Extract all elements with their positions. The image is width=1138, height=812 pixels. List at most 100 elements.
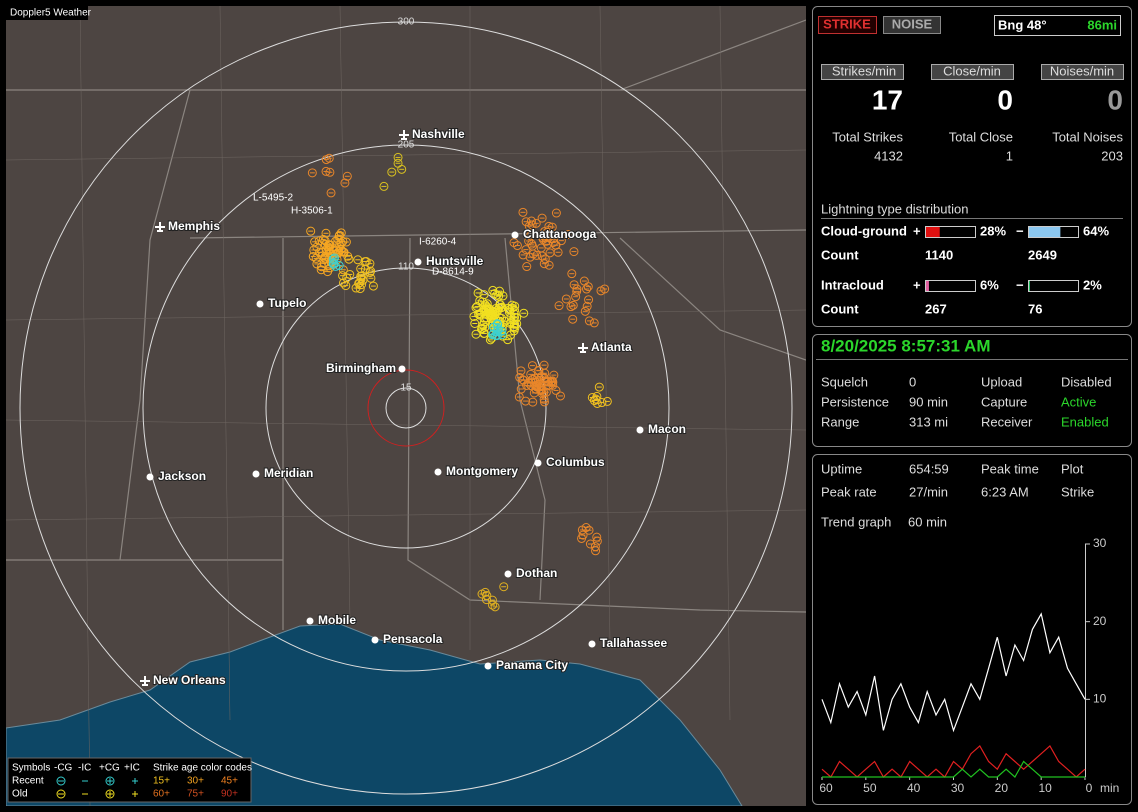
city-dot bbox=[588, 640, 596, 648]
strike-symbol bbox=[554, 301, 564, 311]
city-label: Tallahassee bbox=[600, 636, 667, 650]
strike-button[interactable] bbox=[818, 16, 877, 34]
strike-symbol bbox=[537, 213, 547, 223]
strike-symbol bbox=[306, 226, 316, 236]
setting-label: Persistence bbox=[821, 394, 889, 409]
strike-symbol bbox=[569, 247, 579, 257]
city-label: Huntsville bbox=[426, 254, 484, 268]
city-label: Nashville bbox=[412, 127, 465, 141]
strike-symbol bbox=[561, 294, 571, 304]
strike-symbol bbox=[547, 222, 557, 232]
strike-symbol bbox=[516, 384, 526, 394]
noise-button[interactable] bbox=[883, 16, 941, 34]
city-dot bbox=[252, 470, 260, 478]
strike-symbol bbox=[329, 253, 339, 263]
type-label: Intracloud bbox=[821, 277, 884, 292]
bar-fill bbox=[1029, 227, 1061, 237]
strike-label: I-6260-4 bbox=[419, 237, 457, 248]
strike-symbol bbox=[480, 307, 490, 317]
bar-track bbox=[1028, 280, 1079, 292]
bar-track bbox=[925, 226, 976, 238]
setting-label: Upload bbox=[981, 374, 1022, 389]
strike-symbol bbox=[506, 317, 516, 327]
stat: Peak time bbox=[981, 461, 1039, 476]
legend-text: 15+ bbox=[153, 776, 170, 787]
strike-symbol bbox=[584, 316, 594, 326]
strike-symbol bbox=[589, 396, 599, 406]
stat: 6:23 AM bbox=[981, 484, 1029, 499]
x-tick-label: 50 bbox=[863, 781, 877, 795]
city-label: Memphis bbox=[168, 219, 220, 233]
strike-symbol bbox=[321, 228, 331, 238]
setting-value: 0 bbox=[909, 374, 916, 389]
strike-symbol bbox=[481, 595, 491, 605]
rates: Strikes/min 17 Total Strikes 4132 Close/min 0… bbox=[821, 63, 1124, 163]
city-dot bbox=[484, 662, 492, 670]
strike-symbol bbox=[312, 242, 322, 252]
strike-symbol bbox=[331, 236, 341, 246]
city-dot bbox=[398, 365, 406, 373]
legend-text: 30+ bbox=[187, 776, 204, 787]
city-label: New Orleans bbox=[153, 673, 226, 687]
strike-symbol bbox=[534, 365, 544, 375]
strike-symbol bbox=[589, 318, 599, 328]
stat: 654:59 bbox=[909, 461, 949, 476]
strike-symbol bbox=[582, 284, 592, 294]
city-label: Macon bbox=[648, 422, 686, 436]
strike-symbol bbox=[521, 217, 531, 227]
airport-icon bbox=[578, 343, 588, 353]
strike-symbol bbox=[518, 250, 528, 260]
sign: − bbox=[1016, 223, 1024, 238]
strike-symbol bbox=[340, 178, 350, 188]
city-label: Pensacola bbox=[383, 632, 443, 646]
strike-symbol bbox=[531, 384, 541, 394]
city-dot bbox=[504, 570, 512, 578]
strike-symbol bbox=[365, 259, 375, 269]
city-dot bbox=[306, 617, 314, 625]
legend-text: 45+ bbox=[221, 776, 238, 787]
strike-symbol bbox=[488, 600, 498, 610]
panel bbox=[812, 6, 1132, 327]
setting-value: Disabled bbox=[1061, 374, 1112, 389]
strike-symbol bbox=[328, 259, 338, 269]
airport-icon bbox=[399, 130, 409, 140]
strike-symbol bbox=[488, 330, 498, 340]
percent: 2% bbox=[1083, 277, 1102, 292]
strike-symbol bbox=[342, 273, 352, 283]
strike-symbol bbox=[579, 276, 589, 286]
stat: Peak rate bbox=[821, 484, 877, 499]
city-dot bbox=[511, 231, 519, 239]
distance: 86mi bbox=[1087, 17, 1117, 32]
strike-symbol bbox=[549, 370, 559, 380]
trend-label: Trend graph bbox=[821, 514, 891, 529]
strike-symbol bbox=[321, 155, 331, 165]
strike-symbol bbox=[551, 385, 561, 395]
total-value: 203 bbox=[1101, 148, 1123, 163]
strike-symbol bbox=[393, 152, 403, 162]
total-label: Total Noises bbox=[1052, 129, 1123, 144]
strike-symbol bbox=[368, 281, 378, 291]
range-label: 300 bbox=[398, 17, 415, 28]
setting-label: Capture bbox=[981, 394, 1027, 409]
strike-symbol bbox=[366, 266, 376, 276]
strike-symbol bbox=[326, 188, 336, 198]
percent: 28% bbox=[980, 223, 1006, 238]
type-label: Cloud-ground bbox=[821, 223, 907, 238]
strike-symbol bbox=[528, 397, 538, 407]
strike-symbol bbox=[486, 307, 496, 317]
strike-symbol bbox=[568, 300, 578, 310]
map-title: Doppler5 Weather bbox=[10, 8, 92, 19]
bar-fill bbox=[1029, 281, 1030, 291]
strike-symbol bbox=[471, 303, 481, 313]
stat: Uptime bbox=[821, 461, 862, 476]
strike-symbol bbox=[498, 291, 508, 301]
bar-fill bbox=[926, 281, 929, 291]
symbol-legend: Symbols -CG -IC +CG +IC Strike age color… bbox=[7, 757, 252, 803]
count: 76 bbox=[1028, 301, 1042, 316]
total-value: 1 bbox=[1006, 148, 1013, 163]
bearing: Bng 48° bbox=[998, 17, 1047, 32]
strike-symbol bbox=[488, 312, 498, 322]
strike-symbol bbox=[316, 265, 326, 275]
legend-box bbox=[7, 757, 252, 803]
x-axis-label: min bbox=[1100, 781, 1119, 795]
